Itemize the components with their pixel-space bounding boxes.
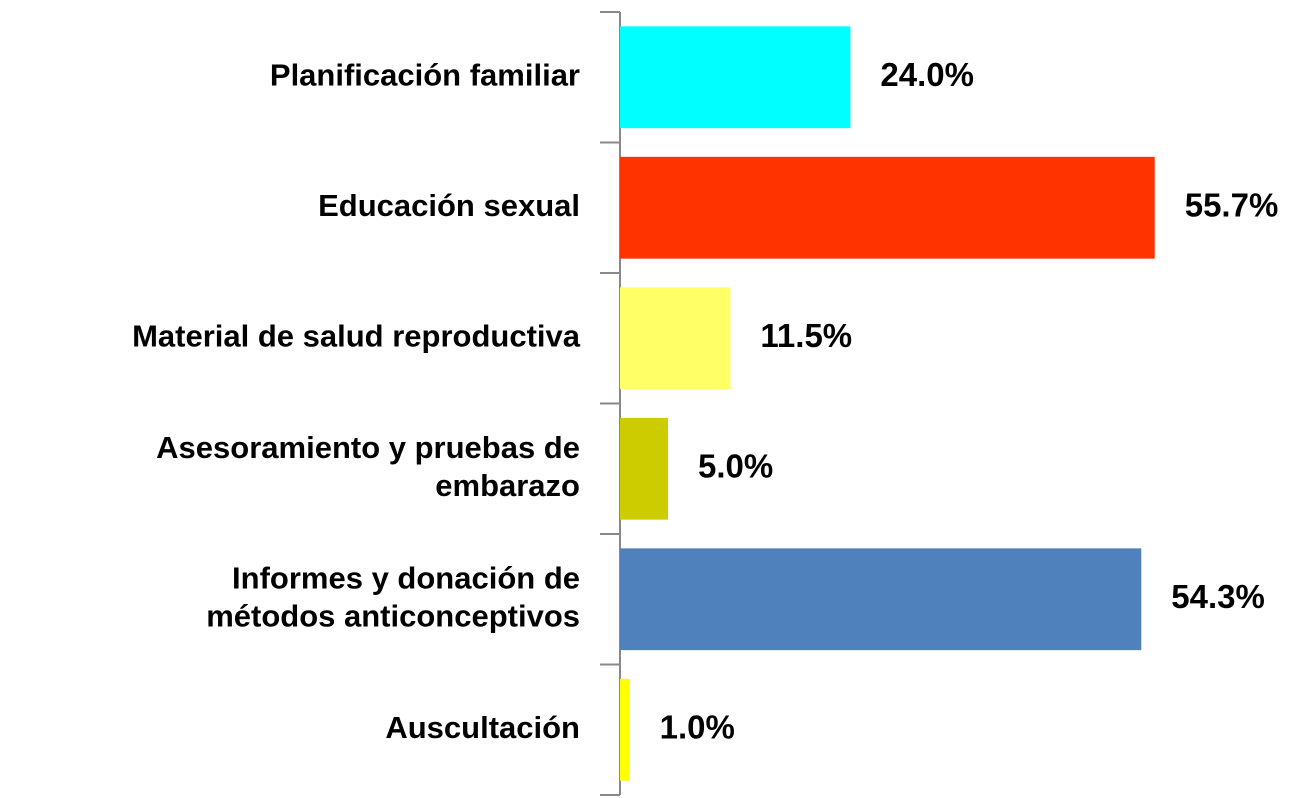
bar	[620, 417, 668, 520]
category-label: Material de salud reproductiva	[132, 318, 581, 353]
category-label: Educación sexual	[318, 188, 580, 223]
value-label: 54.3%	[1171, 578, 1265, 615]
category-label: Informes y donación de métodos anticoncep…	[206, 560, 580, 633]
bar	[620, 26, 851, 129]
value-label: 55.7%	[1185, 186, 1279, 223]
category-label: Auscultación	[385, 710, 580, 745]
value-label: 11.5%	[760, 317, 852, 354]
value-label: 24.0%	[880, 56, 974, 93]
bar	[620, 156, 1155, 259]
category-label: Planificación familiar	[270, 57, 580, 92]
value-label: 1.0%	[660, 708, 735, 745]
bar	[620, 287, 731, 390]
value-label: 5.0%	[698, 447, 773, 484]
bar	[620, 548, 1142, 651]
bar	[620, 678, 630, 781]
category-label: Asesoramiento y pruebas de embarazo	[156, 430, 580, 503]
